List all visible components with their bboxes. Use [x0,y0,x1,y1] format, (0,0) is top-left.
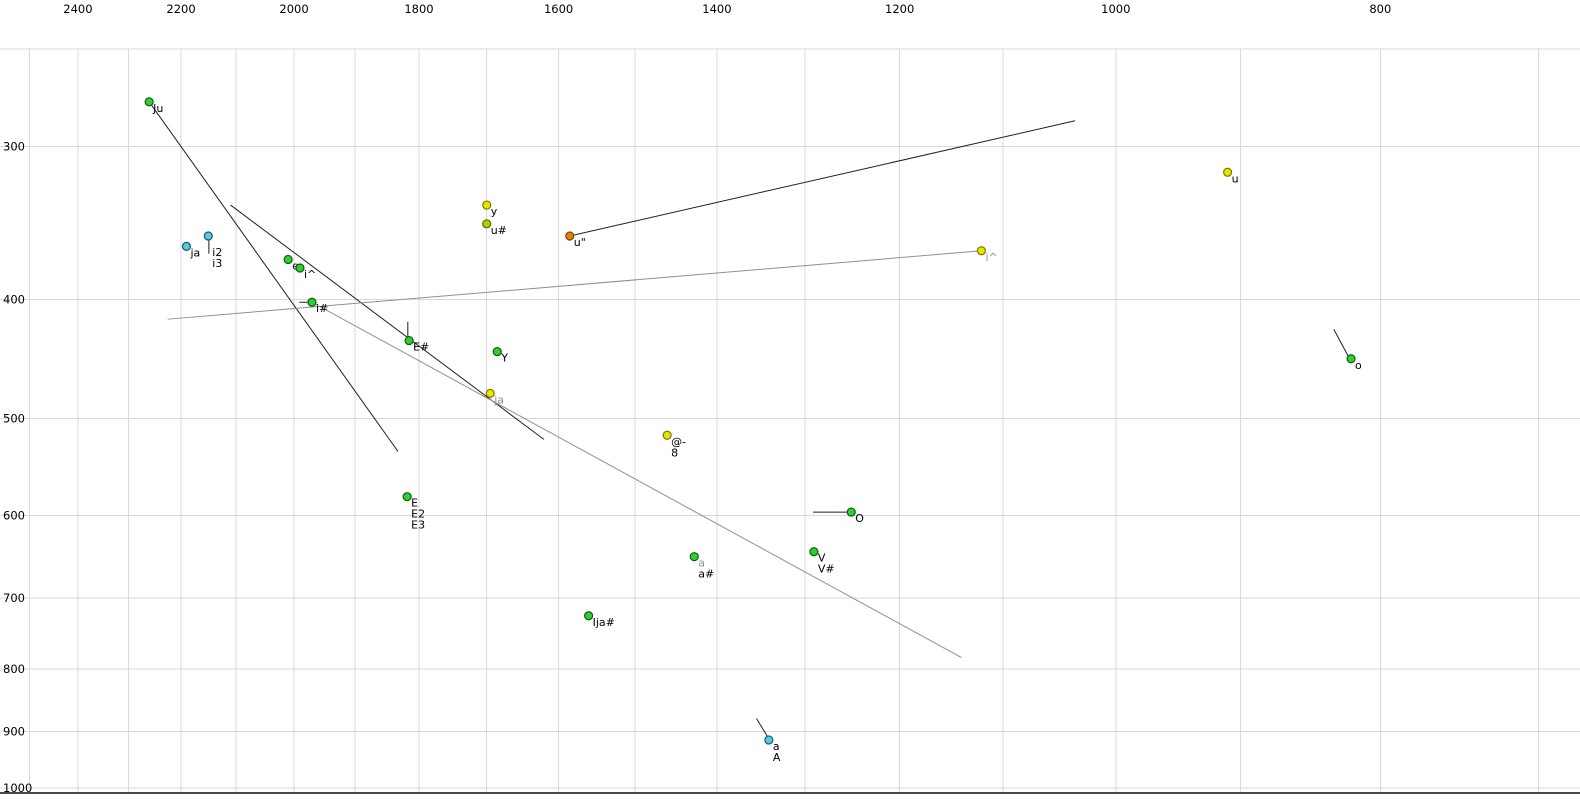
y-tick-label-900: 900 [3,725,25,739]
data-point-ija-sharp[interactable] [584,611,594,621]
trajectory-line-0 [148,101,399,452]
data-point-e-sharp[interactable] [404,335,414,346]
data-point-a-sharp[interactable] [689,552,699,562]
data-point-i-hat-mid[interactable] [295,263,305,273]
point-label-e-sharp: E# [413,341,429,354]
point-label-a-sharp-1: a# [698,568,714,581]
data-point-i-sharp[interactable] [307,297,317,307]
y-tick-label-600: 600 [3,509,25,523]
point-label-a-sharp: a [698,557,705,570]
point-label-at-dash-1: 8 [671,446,678,459]
point-label-e-cap-2: E3 [411,519,425,532]
trajectory-line-10 [756,718,770,740]
point-label-i-sharp: i# [316,302,328,315]
data-point-ja-left[interactable] [181,241,192,251]
trajectory-line-3 [167,250,982,320]
point-label-ju: Ju [152,102,163,115]
data-point-i2[interactable] [203,231,213,241]
point-label-a-low-1: A [773,751,781,764]
point-label-e-cap: E [411,497,418,510]
y-tick-label-400: 400 [3,293,25,307]
data-point-ju[interactable] [144,97,154,107]
point-label-y-cap: Y [500,352,508,365]
point-label-a-low: a [773,740,780,753]
point-label-v: V [818,552,826,565]
data-point-y-cap[interactable] [492,346,502,357]
x-tick-label-1200: 1200 [885,2,914,16]
trajectory-line-2 [569,120,1076,237]
x-tick-label-2400: 2400 [63,2,92,16]
point-label-u: u [1232,172,1239,185]
data-point-e-cap[interactable] [402,492,412,502]
point-label-i2-1: i3 [212,257,222,270]
point-label-i2: i2 [212,246,222,259]
x-tick-label-1800: 1800 [404,2,433,16]
y-tick-label-300: 300 [3,139,25,153]
data-point-i-hat-right[interactable] [976,246,987,256]
data-point-ja-mid[interactable] [485,388,495,398]
point-label-i-hat-right: i^ [985,251,997,264]
point-label-v-1: V# [818,563,835,576]
trajectory-line-4 [311,301,962,658]
x-tick-label-1400: 1400 [702,2,731,16]
data-point-at-dash[interactable] [662,430,672,440]
data-point-o[interactable] [1346,354,1356,364]
data-point-u-sharp[interactable] [482,219,492,229]
data-point-y[interactable] [482,200,492,210]
data-point-a-low[interactable] [764,735,774,745]
x-tick-label-800: 800 [1369,2,1391,16]
data-point-u-dq[interactable] [565,231,575,241]
y-tick-label-500: 500 [3,411,25,425]
data-point-o-cap[interactable] [846,507,856,517]
point-label-u-sharp: u# [491,224,507,237]
data-point-v[interactable] [809,547,819,557]
point-label-e: e [292,259,299,272]
data-point-e[interactable] [283,254,293,265]
x-tick-label-2000: 2000 [279,2,308,16]
y-tick-label-1000: 1000 [3,781,32,795]
point-label-o-cap: O [855,512,864,525]
point-label-ija-sharp: Ija# [593,616,615,629]
x-tick-label-1600: 1600 [544,2,573,16]
data-point-u[interactable] [1223,167,1233,177]
point-label-at-dash: @- [671,435,686,448]
point-label-ja-mid: ja [493,393,504,406]
point-label-i-hat-mid: i^ [304,268,316,281]
y-tick-label-800: 800 [3,662,25,676]
trajectory-line-8 [1333,329,1351,360]
point-label-y: y [491,205,498,218]
x-tick-label-1000: 1000 [1101,2,1130,16]
point-label-o: o [1355,359,1362,372]
x-tick-label-2200: 2200 [166,2,195,16]
point-label-ja-left: ja [189,246,200,259]
y-tick-label-700: 700 [3,591,25,605]
point-label-e-cap-1: E2 [411,508,425,521]
point-label-u-dq: u" [574,236,586,249]
